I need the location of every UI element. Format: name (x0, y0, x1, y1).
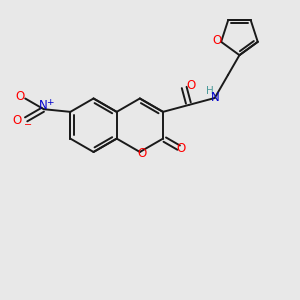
Text: N: N (211, 91, 220, 103)
Text: O: O (13, 114, 22, 128)
Text: N: N (39, 99, 48, 112)
Text: O: O (186, 79, 195, 92)
Text: O: O (16, 90, 25, 103)
Text: O: O (177, 142, 186, 155)
Text: O: O (212, 34, 222, 47)
Text: H: H (206, 86, 214, 96)
Text: −: − (24, 120, 32, 130)
Text: O: O (137, 148, 146, 160)
Text: +: + (46, 98, 53, 107)
